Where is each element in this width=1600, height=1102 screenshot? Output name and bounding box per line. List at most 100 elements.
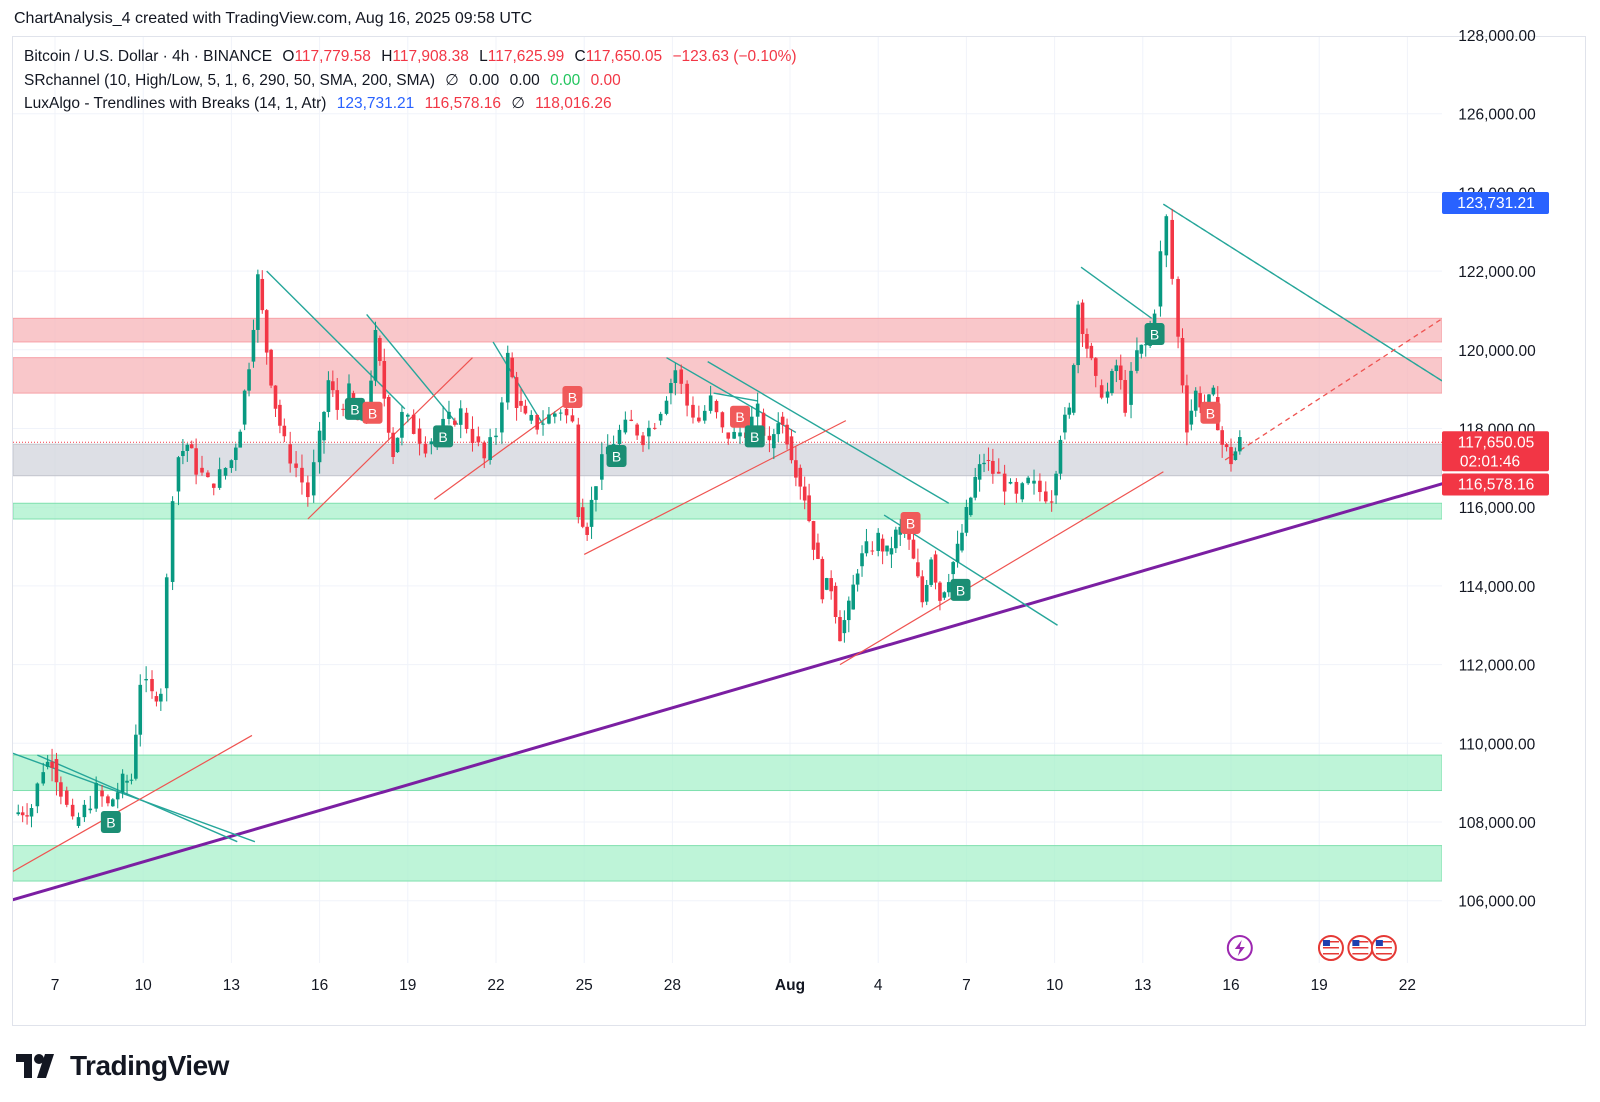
flag-stripe	[1322, 947, 1339, 949]
legend-lux-name: LuxAlgo - Trendlines with Breaks (14, 1,…	[24, 95, 327, 112]
resistance-zone	[13, 357, 1442, 394]
candle-body	[256, 274, 260, 330]
candle-body	[1118, 365, 1123, 381]
time-axis-tick: 7	[51, 977, 60, 994]
signal-marker-label: B	[735, 409, 744, 425]
candle-body	[1152, 313, 1157, 325]
legend-sr-v3: 0.00	[550, 72, 581, 89]
candle-body	[916, 562, 920, 577]
candle-body	[417, 428, 422, 444]
candle-body	[378, 337, 382, 362]
candle-body	[242, 390, 247, 425]
candle-body	[341, 408, 345, 410]
legend-symbol-row[interactable]: Bitcoin / U.S. Dollar · 4h · BINANCE O11…	[24, 48, 803, 66]
candle-body	[969, 497, 973, 516]
time-axis-tick: Aug	[775, 977, 805, 994]
candle-body	[1002, 473, 1007, 492]
signal-marker-label: B	[1206, 405, 1215, 421]
grey-zone	[13, 443, 1442, 477]
candle-body	[1238, 437, 1242, 452]
candle-body	[780, 416, 785, 425]
buy-signal-marker: B	[950, 578, 971, 601]
signal-marker-box	[433, 425, 454, 448]
support-zone	[13, 754, 1442, 792]
candle-body	[510, 357, 514, 378]
flag-canton	[1375, 940, 1383, 946]
candle-body	[500, 402, 504, 433]
candle-body	[476, 436, 481, 443]
candle-body	[829, 578, 833, 592]
buy-signal-marker: B	[1144, 323, 1165, 346]
candle-body	[1123, 380, 1127, 413]
candle-body	[1207, 394, 1211, 409]
signal-marker-box	[730, 405, 751, 428]
candle-body	[88, 808, 93, 811]
legend-luxalgo-row[interactable]: LuxAlgo - Trendlines with Breaks (14, 1,…	[24, 94, 618, 113]
candle-body	[1067, 407, 1072, 415]
candle-body	[54, 759, 59, 783]
candle-body	[658, 413, 663, 421]
flag-stripe	[1352, 950, 1369, 952]
candle-body	[150, 678, 154, 692]
candle-body	[1229, 447, 1233, 465]
legend-sr-v4: 0.00	[590, 72, 621, 89]
candle-body	[924, 584, 929, 602]
legend-srchannel-row[interactable]: SRchannel (10, High/Low, 5, 1, 6, 290, 5…	[24, 71, 627, 90]
price-chart[interactable]: BB BBBBBBBBBB106,000.00108,000.00110,000.…	[0, 0, 1600, 1040]
buy-signal-marker: B	[744, 425, 765, 448]
candle-body	[347, 383, 351, 410]
projected-trendline	[1163, 203, 1442, 382]
candle-body	[373, 329, 378, 381]
candle-body	[691, 404, 695, 418]
candle-body	[519, 400, 523, 406]
candle-body	[798, 467, 803, 487]
candle-body	[25, 815, 29, 817]
candle-body	[761, 412, 766, 436]
candle-body	[714, 400, 719, 413]
candle-body	[938, 582, 942, 601]
candle-body	[111, 799, 115, 807]
candle-body	[851, 584, 856, 610]
candle-body	[589, 499, 594, 527]
candle-body	[732, 431, 736, 439]
candle-body	[1176, 278, 1180, 337]
candle-body	[1180, 337, 1185, 386]
candle-body	[176, 457, 181, 492]
candle-body	[833, 585, 838, 618]
legend-close: 117,650.05	[585, 48, 663, 65]
candle-body	[106, 796, 110, 804]
candle-body	[206, 472, 210, 478]
candle-body	[1049, 501, 1054, 503]
candle-body	[889, 548, 894, 555]
candle-body	[920, 576, 925, 603]
flag-stripe	[1375, 947, 1392, 949]
candle-body	[933, 554, 938, 583]
candle-body	[223, 467, 228, 476]
candle-body	[45, 761, 50, 767]
candle-body	[929, 559, 933, 585]
price-label-box	[1442, 473, 1549, 496]
price-axis-tick: 120,000.00	[1458, 343, 1536, 360]
candle-body	[400, 411, 404, 438]
tradingview-branding[interactable]: TradingView	[16, 1050, 229, 1082]
candle-body	[617, 429, 622, 445]
down-trendline	[713, 392, 758, 402]
flag-stripe	[1322, 941, 1339, 943]
candle-body	[317, 430, 322, 463]
candle-body	[679, 369, 684, 384]
price-label: 117,650.05 02:01:46	[1442, 431, 1549, 472]
candle-body	[391, 432, 395, 458]
candle-body	[264, 310, 269, 353]
up-trendline	[583, 420, 847, 555]
flag-stripe	[1375, 950, 1392, 952]
candle-body	[600, 454, 604, 480]
candle-body	[288, 444, 292, 464]
support-zone	[13, 845, 1442, 882]
candle-body	[585, 526, 589, 535]
candle-body	[29, 808, 34, 817]
time-axis-tick: 25	[576, 977, 593, 994]
candle-body	[335, 390, 340, 410]
signal-marker-box	[950, 578, 971, 601]
legend-high: 117,908.38	[392, 48, 469, 65]
candle-body	[154, 696, 159, 702]
